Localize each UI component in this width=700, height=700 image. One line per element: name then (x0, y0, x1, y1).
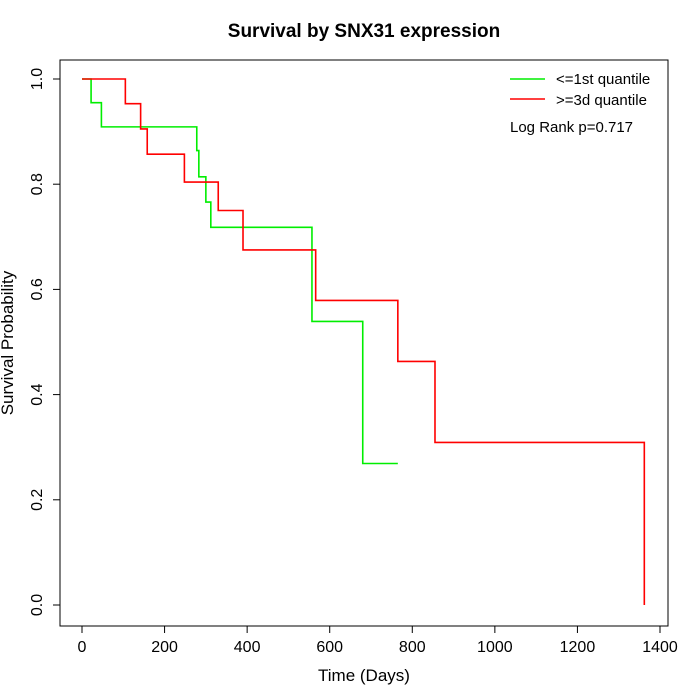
x-tick-label: 400 (234, 639, 261, 656)
series-layer (82, 78, 646, 605)
log-rank-annotation: Log Rank p=0.717 (510, 119, 633, 136)
x-tick-label: 1200 (560, 639, 596, 656)
legend-label-ge-3d-quantile: >=3d quantile (556, 92, 647, 109)
x-tick-label: 600 (316, 639, 343, 656)
y-tick-label: 0.2 (29, 489, 46, 511)
survival-curve-le-1st-quantile (82, 78, 398, 465)
x-tick-label: 800 (399, 639, 426, 656)
chart-title: Survival by SNX31 expression (228, 21, 500, 42)
x-axis: 0 200 400 600 800 1000 1200 1400 (78, 625, 678, 656)
survival-curve-ge-3d-quantile (82, 78, 646, 605)
legend-label-le-1st-quantile: <=1st quantile (556, 71, 650, 88)
x-tick-label: 0 (78, 639, 87, 656)
y-tick-label: 0.4 (29, 383, 46, 405)
legend: <=1st quantile >=3d quantile Log Rank p=… (510, 71, 650, 136)
x-tick-label: 1400 (642, 639, 678, 656)
plot-frame (59, 59, 669, 627)
x-tick-label: 1000 (477, 639, 513, 656)
y-tick-label: 0.0 (29, 594, 46, 616)
x-axis-title: Time (Days) (318, 666, 410, 685)
y-axis-title: Survival Probability (0, 270, 17, 415)
y-tick-label: 0.6 (29, 278, 46, 300)
y-tick-label: 1.0 (29, 68, 46, 90)
y-tick-label: 0.8 (29, 173, 46, 195)
y-axis: 0.0 0.2 0.4 0.6 0.8 1.0 (29, 68, 61, 616)
x-tick-label: 200 (151, 639, 178, 656)
